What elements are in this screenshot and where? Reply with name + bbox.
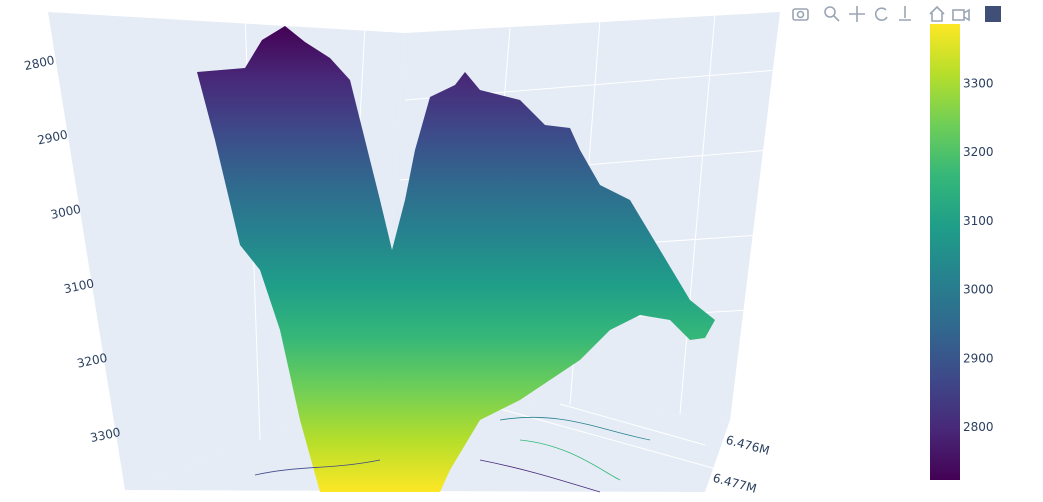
reset-camera-button[interactable] <box>929 5 945 22</box>
z-tick-label: 2900 <box>36 127 69 147</box>
turntable-button[interactable] <box>899 6 911 21</box>
colorbar-tick-label: 2800 <box>963 420 994 434</box>
y-tick-label: 6.476M <box>724 433 771 458</box>
contours <box>254 416 651 493</box>
colorbar-ticks: 2800 2900 3000 3100 3200 3300 <box>963 76 994 434</box>
camera-button[interactable] <box>792 8 809 21</box>
z-axis: 2800 2900 3000 3100 3200 3300 <box>23 53 122 445</box>
z-tick-label: 3000 <box>49 202 82 222</box>
colorbar-tick-label: 3300 <box>963 76 994 90</box>
z-tick-label: 3200 <box>76 351 109 371</box>
y-tick-label: 6.477M <box>711 471 758 496</box>
plotly-logo[interactable] <box>985 6 1001 22</box>
colorbar-tick-label: 3200 <box>963 145 994 159</box>
z-tick-label: 3100 <box>63 276 96 296</box>
z-tick-label: 3300 <box>89 425 122 445</box>
colorbar-tick-label: 2900 <box>963 351 994 365</box>
z-tick-label: 2800 <box>23 53 56 73</box>
zoom-button[interactable] <box>824 6 840 22</box>
colorbar-tick-label: 3000 <box>963 283 994 297</box>
colorbar-tick-label: 3100 <box>963 214 994 228</box>
orbit-button[interactable] <box>874 7 888 21</box>
modebar <box>792 5 1001 22</box>
colorbar <box>930 24 960 480</box>
pan-button[interactable] <box>849 6 865 22</box>
surface <box>197 26 715 492</box>
last-save-button[interactable] <box>952 8 970 22</box>
